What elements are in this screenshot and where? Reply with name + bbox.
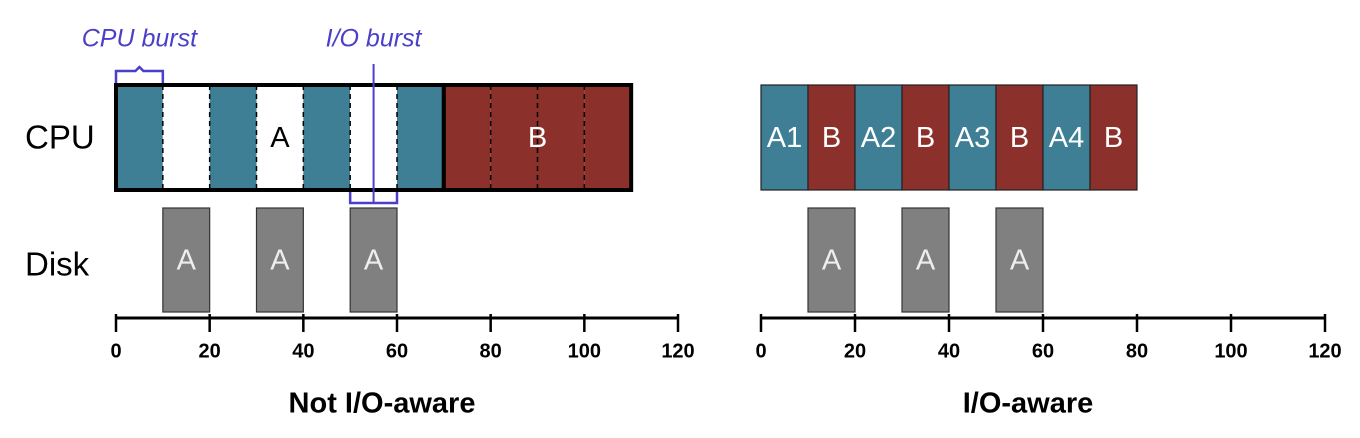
x-tick-label: 0 — [755, 340, 766, 362]
cpu-slice — [209, 85, 257, 190]
cpu-slice — [490, 85, 538, 190]
disk-block — [901, 207, 950, 313]
cpu-block — [441, 83, 634, 192]
cpu-slice — [397, 85, 444, 190]
cpu-slice — [443, 85, 491, 190]
disk-label: A — [270, 245, 290, 277]
disk-block — [995, 207, 1044, 313]
disk-label: A — [822, 245, 842, 277]
panel-title: I/O-aware — [963, 388, 1094, 420]
x-tick-label: 80 — [480, 340, 502, 362]
cpu-label: A2 — [861, 122, 896, 154]
cpu-label: B — [916, 122, 935, 154]
cpu-label: A — [270, 122, 290, 154]
cpu-label: B — [822, 122, 841, 154]
disk-block — [349, 207, 398, 313]
cpu-block — [1042, 84, 1091, 191]
cpu-block — [760, 84, 809, 191]
cpu-block — [901, 84, 950, 191]
cpu-block — [948, 84, 997, 191]
cpu-block — [995, 84, 1044, 191]
disk-label: A — [177, 245, 197, 277]
cpu-slice — [584, 85, 632, 190]
disk-block — [162, 207, 211, 313]
cpu-slice — [162, 85, 210, 190]
cpu-slice — [256, 85, 304, 190]
row-label: Disk — [25, 246, 90, 283]
row-label: CPU — [25, 119, 95, 156]
x-tick-label: 20 — [199, 340, 221, 362]
x-tick-label: 20 — [844, 340, 866, 362]
cpu-label: A4 — [1049, 122, 1084, 154]
cpu-label: B — [1104, 122, 1123, 154]
cpu-slice — [537, 85, 585, 190]
x-tick-label: 60 — [386, 340, 408, 362]
panel-title: Not I/O-aware — [289, 388, 476, 420]
annotation-bracket — [114, 65, 165, 83]
x-tick-label: 100 — [1214, 340, 1247, 362]
cpu-block — [1089, 84, 1138, 191]
cpu-label: B — [528, 122, 547, 154]
cpu-slice — [303, 85, 351, 190]
x-tick-label: 40 — [292, 340, 314, 362]
cpu-label: B — [1010, 122, 1029, 154]
cpu-block — [807, 84, 856, 191]
x-tick-label: 0 — [110, 340, 121, 362]
annotation-text: CPU burst — [82, 25, 198, 53]
cpu-block — [854, 84, 903, 191]
x-tick-label: 120 — [661, 340, 694, 362]
x-tick-label: 40 — [938, 340, 960, 362]
cpu-label: A3 — [955, 122, 990, 154]
x-tick-label: 120 — [1308, 340, 1341, 362]
x-tick-label: 80 — [1126, 340, 1148, 362]
disk-block — [807, 207, 856, 313]
annotation-text: I/O burst — [326, 25, 423, 53]
cpu-slice — [116, 85, 163, 190]
disk-label: A — [916, 245, 936, 277]
x-tick-label: 100 — [568, 340, 601, 362]
disk-label: A — [1010, 245, 1030, 277]
cpu-label: A1 — [767, 122, 802, 154]
disk-label: A — [364, 245, 384, 277]
x-tick-label: 60 — [1032, 340, 1054, 362]
disk-block — [255, 207, 304, 313]
